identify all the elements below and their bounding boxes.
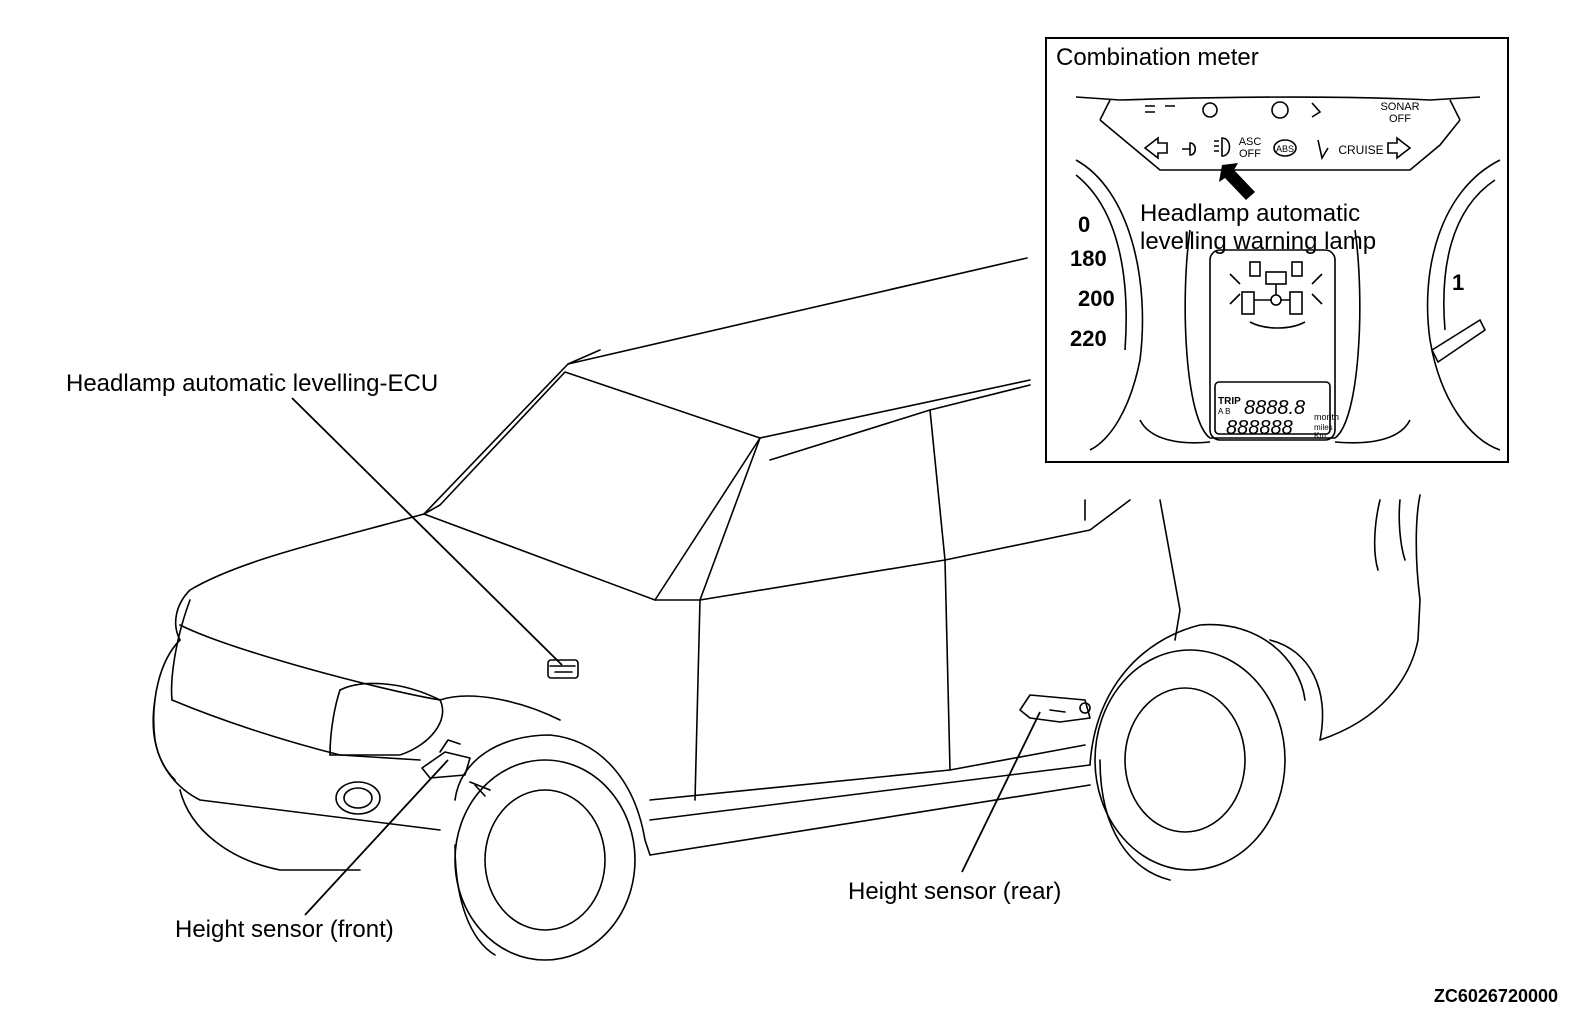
warning-lamp-arrow xyxy=(1219,163,1255,200)
speedo-tick-200: 200 xyxy=(1078,286,1115,311)
vehicle-illustration xyxy=(152,257,1421,961)
callout-ecu: Headlamp automatic levelling-ECU xyxy=(66,370,439,397)
cruise-label: CRUISE xyxy=(1338,143,1383,157)
asc-label-2: OFF xyxy=(1239,148,1261,160)
leader-sensor-rear xyxy=(961,711,1041,873)
speedo-tick-220: 220 xyxy=(1070,326,1107,351)
callout-sensor-rear: Height sensor (rear) xyxy=(848,878,1062,905)
sonar-label-1: SONAR xyxy=(1380,101,1419,113)
speedo-tick-180: 180 xyxy=(1070,246,1107,271)
inset-title: Combination meter xyxy=(1056,44,1259,71)
speedo-tick-0: 0 xyxy=(1078,212,1090,237)
leader-lines xyxy=(291,397,1041,916)
trip-label: TRIP xyxy=(1218,396,1241,407)
leader-ecu xyxy=(291,397,563,666)
trip-digits: 8888.8 xyxy=(1244,397,1305,419)
odo-digits: 888888 xyxy=(1226,417,1293,439)
callout-warning-lamp-line1: Headlamp automatic xyxy=(1140,200,1361,227)
asc-label-1: ASC xyxy=(1239,136,1262,148)
callout-sensor-front: Height sensor (front) xyxy=(175,916,394,943)
combination-meter-inset: SONAR OFF ASC OFF ABS CRUISE 0 180 200 2… xyxy=(1045,37,1509,463)
leader-sensor-front xyxy=(304,759,449,916)
document-code: ZC6026720000 xyxy=(1433,986,1558,1006)
month-label: month xyxy=(1314,412,1339,422)
callout-warning-lamp-line2: levelling warning lamp xyxy=(1140,228,1377,255)
right-gauge-digit: 1 xyxy=(1452,270,1464,295)
km-label: Km xyxy=(1314,431,1326,440)
miles-label: miles xyxy=(1314,423,1333,432)
abs-label: ABS xyxy=(1276,144,1294,154)
trip-sub-label: A B xyxy=(1218,407,1230,416)
sonar-label-2: OFF xyxy=(1389,113,1411,125)
